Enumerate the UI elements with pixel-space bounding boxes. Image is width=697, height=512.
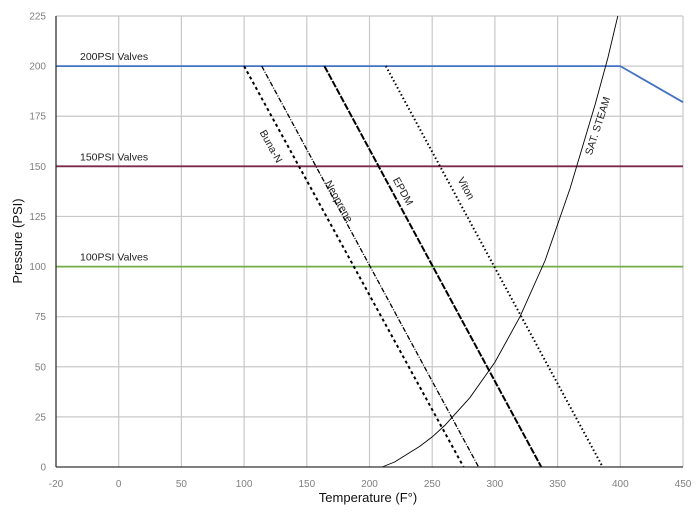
x-tick-label: 150 [298, 479, 315, 490]
x-tick-label: 100 [236, 479, 253, 490]
series-label-150psi-valves: 150PSI Valves [80, 151, 148, 163]
y-tick-label: 150 [29, 162, 46, 173]
y-tick-label: 0 [40, 463, 46, 474]
series-line-buna-n [243, 65, 465, 468]
gridlines [56, 15, 684, 467]
series-label-100psi-valves: 100PSI Valves [80, 252, 148, 264]
y-tick-label: 200 [29, 62, 46, 73]
series-lines [56, 15, 684, 468]
y-tick-label: 50 [35, 362, 47, 373]
x-axis-label: Temperature (F°) [319, 490, 417, 505]
series-line-neoprene [261, 65, 480, 468]
series-labels: 200PSI Valves 150PSI Valves 100PSI Valves B… [80, 51, 613, 263]
y-tick-label: 100 [29, 262, 46, 273]
series-label-buna-n: Buna-N [257, 128, 285, 165]
y-axis-label: Pressure (PSI) [10, 198, 25, 283]
series-line-sat-steam [381, 15, 619, 468]
x-tick-label: 300 [487, 479, 504, 490]
x-tick-label: 250 [424, 479, 441, 490]
series-label-200psi-valves: 200PSI Valves [80, 51, 148, 63]
x-tick-label: 450 [675, 479, 692, 490]
x-tick-label: 400 [612, 479, 629, 490]
y-tick-label: 225 [29, 12, 46, 23]
y-tick-labels: 0 25 50 75 100 125 150 175 200 225 [29, 12, 46, 474]
series-label-epdm: EPDM [390, 175, 415, 207]
series-line-epdm [323, 65, 543, 468]
series-line-200psi-valves [56, 65, 684, 103]
y-tick-label: 125 [29, 212, 46, 223]
x-tick-labels: -20 0 50 100 150 200 250 300 350 400 450 [49, 479, 692, 490]
x-tick-label: 200 [361, 479, 378, 490]
y-tick-label: 175 [29, 112, 46, 123]
x-tick-label: 50 [176, 479, 188, 490]
x-tick-label: 350 [549, 479, 566, 490]
x-tick-label: -20 [49, 479, 64, 490]
y-tick-label: 25 [35, 412, 47, 423]
series-label-sat-steam: SAT. STEAM [583, 95, 613, 156]
x-tick-label: 0 [116, 479, 122, 490]
series-label-viton: Viton [455, 175, 477, 202]
series-label-neoprene: Neoprene [322, 178, 355, 224]
y-tick-label: 75 [35, 312, 47, 323]
